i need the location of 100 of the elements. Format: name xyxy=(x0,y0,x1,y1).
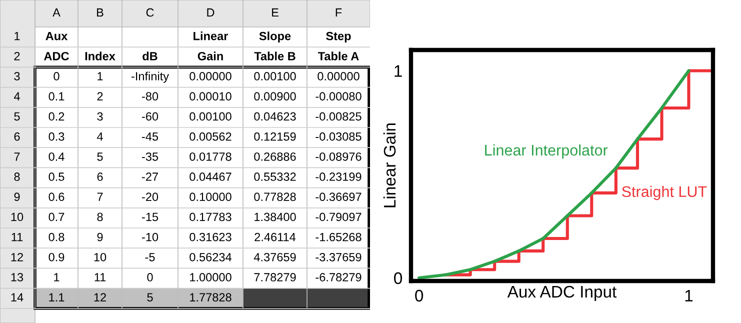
text: 0.8 xyxy=(48,232,64,242)
x-tick-label: A xyxy=(52,8,60,17)
text: Step xyxy=(326,32,351,43)
text: -45 xyxy=(142,132,158,141)
text: -80 xyxy=(142,92,158,101)
x-tick-label: B xyxy=(97,8,104,17)
text: 0.12159 xyxy=(254,132,296,141)
text: 0.1 xyxy=(48,92,64,101)
text: 0.00562 xyxy=(190,132,232,141)
text: 0.00100 xyxy=(190,112,232,121)
text: 0.77828 xyxy=(254,192,296,202)
text: -0.23199 xyxy=(316,172,362,181)
text: 0.10000 xyxy=(190,192,232,202)
text: 1 xyxy=(54,273,60,282)
text: 0.4 xyxy=(48,152,64,161)
text: 5 xyxy=(147,293,153,302)
text: -0.36697 xyxy=(316,192,362,202)
text: 1.1 xyxy=(49,293,64,302)
text: 0 xyxy=(147,273,153,282)
text: 3 xyxy=(97,112,103,121)
text: 7 xyxy=(97,192,103,201)
text: -0.00080 xyxy=(316,92,362,101)
text: 0 xyxy=(54,72,60,80)
text: 0.00000 xyxy=(318,72,360,80)
text: 0.9 xyxy=(48,252,64,262)
text: -20 xyxy=(142,192,158,202)
y-tick-label: 2 xyxy=(14,52,20,60)
text: 2.46114 xyxy=(254,232,296,242)
text: -Infinity xyxy=(132,72,170,83)
text: -0.79097 xyxy=(316,212,362,222)
x-tick-label: C xyxy=(146,8,154,17)
text: 4 xyxy=(96,132,103,141)
text: 0.00010 xyxy=(190,92,232,101)
text: 7.78279 xyxy=(254,273,296,282)
text: -3.37659 xyxy=(316,252,362,262)
y-tick-label: 8 xyxy=(14,172,20,181)
text: 0.17783 xyxy=(190,212,232,222)
text: Table B xyxy=(254,52,296,60)
text: 0.26886 xyxy=(254,152,296,161)
y-tick-label: 3 xyxy=(14,72,20,80)
y-tick-label: 6 xyxy=(14,132,20,141)
text: -60 xyxy=(142,112,158,121)
text: 0.00900 xyxy=(254,92,296,101)
text: 0.3 xyxy=(48,132,64,141)
y-tick-label: 10 xyxy=(11,212,24,222)
text: 0.01778 xyxy=(190,152,232,161)
y-tick-label: 1 xyxy=(14,32,20,40)
y-tick-label: 11 xyxy=(12,232,23,242)
text: 0.2 xyxy=(48,112,64,121)
series-label: Straight LUT xyxy=(622,186,707,200)
text: -10 xyxy=(142,232,158,242)
text: 12 xyxy=(94,293,106,302)
y-tick-label: 9 xyxy=(14,192,20,202)
text: 1.77828 xyxy=(190,293,232,302)
text: dB xyxy=(142,52,158,60)
text: -0.03085 xyxy=(316,132,362,141)
text: 8 xyxy=(97,212,103,222)
text: -1.65268 xyxy=(316,232,362,242)
text: -6.78279 xyxy=(316,273,362,282)
y-tick-label: 5 xyxy=(14,112,20,121)
y-axis-title: Linear Gain xyxy=(383,123,396,208)
text: 0.5 xyxy=(48,172,64,181)
text: 2 xyxy=(97,92,103,100)
text: 0.00000 xyxy=(190,72,232,80)
text: 0.31623 xyxy=(190,232,232,242)
text: -15 xyxy=(142,212,158,222)
text: 0.6 xyxy=(48,192,64,202)
text: 0.7 xyxy=(48,212,64,222)
text: 0.04467 xyxy=(190,172,232,181)
x-axis-title: Aux ADC Input xyxy=(507,286,617,301)
x-tick-label: F xyxy=(336,8,342,17)
text: ADC xyxy=(44,52,69,60)
text: Table A xyxy=(318,52,359,60)
text: 1.00000 xyxy=(190,273,232,282)
text: -0.08976 xyxy=(316,152,362,161)
text: -27 xyxy=(142,172,158,181)
text: 6 xyxy=(97,172,103,181)
text: Linear xyxy=(194,32,228,40)
text: 1.38400 xyxy=(254,212,296,222)
y-tick-label: 7 xyxy=(14,152,20,161)
text: 1 xyxy=(98,72,103,80)
text: Slope xyxy=(259,32,291,43)
y-tick-label: 12 xyxy=(11,252,23,262)
text: 4.37659 xyxy=(254,252,296,262)
text: Index xyxy=(85,52,116,60)
text: -0.00825 xyxy=(316,112,362,121)
y-tick-label: 13 xyxy=(11,273,24,282)
x-tick-label: D xyxy=(207,8,214,17)
text: 5 xyxy=(97,152,103,161)
text: 11 xyxy=(94,273,106,282)
text: 0.56234 xyxy=(190,252,232,262)
text: Gain xyxy=(198,52,223,60)
text: 0.00100 xyxy=(254,72,296,80)
text: 9 xyxy=(97,232,103,242)
text: 0.55332 xyxy=(254,172,296,181)
text: -5 xyxy=(145,253,155,262)
text: Aux xyxy=(46,32,68,40)
x-tick-label: E xyxy=(272,8,278,17)
y-tick-label: 4 xyxy=(14,92,20,100)
text: -35 xyxy=(142,152,158,161)
